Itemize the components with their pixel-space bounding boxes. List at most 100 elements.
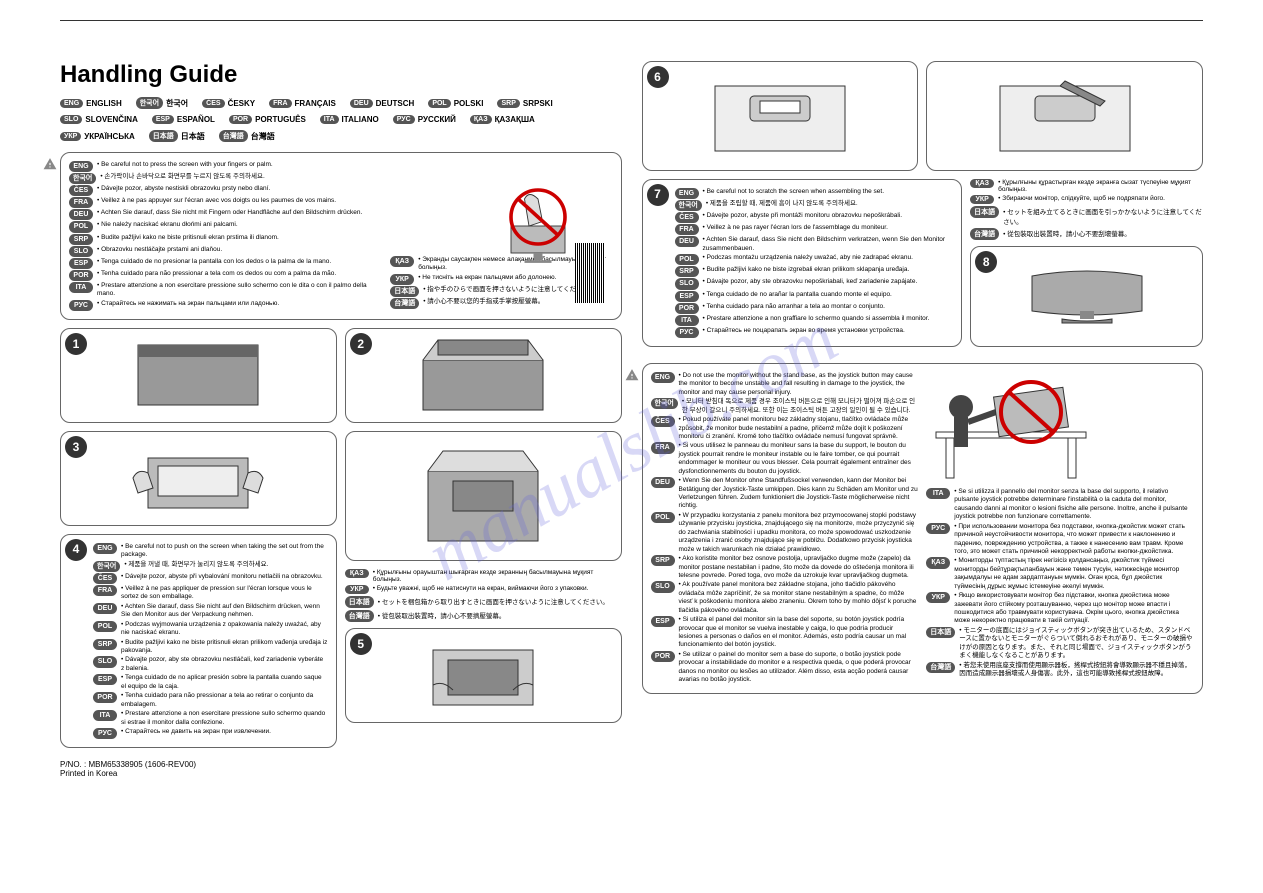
warning-text: セットを梱包箱から取り出すときに画面を押さないように注意してください。 [378,596,622,606]
lang-text-row: 台灣語從包裝取出裝置時，請小心不要刮壞螢幕。 [970,228,1203,240]
lang-name: УКРАЇНСЬКА [84,132,134,141]
lang-text-row: SLOObrazovku nestláčajte prstami ani dla… [69,246,380,257]
warning-text: Dávejte pozor, abyste při vybalování mon… [121,573,328,581]
no-stand-diagram [926,372,1096,482]
lang-text-row: 日本語モニターの底面にはジョイスティックボタンが突き出ているため、スタンドベース… [926,627,1194,661]
lang-text-row: POLPodczas montażu urządzenia należy uwa… [675,254,954,265]
lang-code-badge: DEU [93,603,117,614]
lang-name: РУССКИЙ [418,115,456,124]
lang-text-row: PORTenha cuidado para não arranhar a tel… [675,303,954,314]
warning-text: Budite pažljivi kako ne biste pritisnuli… [121,639,328,656]
lang-code-badge: ITA [69,282,93,293]
lang-code-badge: FRA [675,224,699,235]
lang-text-row: ITA Prestare attenzione a non esercitare … [93,710,328,727]
step-4-number: 4 [65,539,87,561]
lang-code-badge: ČES [202,99,224,108]
lang-text-row: POLW przypadku korzystania z panelu moni… [651,512,919,554]
lang-code-badge: 한국어 [675,200,702,211]
lang-text-row: РУССтарайтесь не нажимать на экран пальц… [69,300,380,311]
lang-code-badge: SLO [93,656,117,667]
step-5-number: 5 [350,633,372,655]
warning-text: Budite pažljivi kako ne biste pritisnuli… [97,234,380,242]
lang-text-row: SLODávajte pozor, aby ste obrazovku nest… [93,656,328,673]
lang-code-badge: FRA [651,442,675,453]
lang-text-row: POLPodczas wyjmowania urządzenia z opako… [93,621,328,638]
warning-text: Старайтесь не нажимать на экран пальцами… [97,300,380,308]
step-8-diagram: 8 [970,246,1203,347]
warning-text: Veillez à ne pas appliquer de pression s… [121,585,328,602]
warning-text: Pokud používáte panel monitoru bez zákla… [679,416,919,441]
lang-code-badge: SRP [497,99,519,108]
lang-name: ҚАЗАҚША [495,115,535,124]
lang-code-badge: DEU [675,236,699,247]
warning-text: 從包裝取出裝置時，請小心不要刮壞螢幕。 [1003,228,1203,238]
lang-code-badge: 日本語 [970,206,999,218]
lang-code-badge: ITA [926,488,950,499]
lang-text-row: ENGBe careful not to push on the screen … [93,543,328,560]
language-item: РУСРУССКИЙ [393,115,456,124]
lang-code-badge: ҚАЗ [926,557,950,568]
lang-text-row: ITASe si utilizza il pannello del monito… [926,488,1194,522]
left-column: Handling Guide ENGENGLISH한국어한국어ČESČESKYF… [60,61,622,778]
lang-code-badge: ENG [651,372,675,383]
lang-code-badge: SRP [675,266,699,277]
warning-text: Be careful not to push on the screen whe… [121,543,328,560]
language-item: POLPOLSKI [428,97,483,109]
lang-text-row: DEU Achten Sie darauf, dass Sie nicht auf… [93,603,328,620]
main-columns: Handling Guide ENGENGLISH한국어한국어ČESČESKYF… [60,61,1203,778]
lang-name: FRANÇAIS [295,99,336,108]
warning-text: 제품을 꺼낼 때, 화면부가 눌리지 않도록 주의하세요. [124,561,327,569]
warning-text: Ak používate panel monitora bez základne… [679,581,919,615]
step-8-number: 8 [975,251,997,273]
lang-code-badge: 台灣語 [970,228,999,240]
lang-code-badge: 日本語 [390,286,419,297]
warning-text: モニターの底面にはジョイスティックボタンが突き出ているため、スタンドベースに置か… [959,627,1194,661]
lang-name: SRPSKI [523,99,553,108]
lang-code-badge: ESP [93,674,117,685]
lang-name: 日本語 [181,131,205,142]
warning-text: Do not use the monitor without the stand… [679,372,919,397]
warning-text: Prestare attenzione a non esercitare pre… [97,282,380,299]
step-6-diagram: 6 [642,61,919,171]
lang-text-row: РУССтарайтесь не поцарапать экран во вре… [675,327,954,338]
warning-text: 손가락이나 손바닥으로 화면부를 누르지 않도록 주의하세요. [100,173,380,181]
part-number: P/NO. : MBM65338905 (1606-REV00) [60,760,622,769]
lang-code-badge: POR [229,115,252,124]
warning-text: Prestare attenzione a non esercitare pre… [121,710,328,727]
warning-text: Ako koristite monitor bez osnove postolj… [679,555,919,580]
warning-text: Збираючи монітор, слідкуйте, щоб не подр… [998,195,1203,202]
lang-name: 한국어 [166,98,188,109]
lang-name: ITALIANO [342,115,379,124]
language-item: SLOSLOVENČINA [60,115,138,124]
no-touch-diagram [493,181,583,271]
warning-text: 모니터 받침대 독으로 제품 경우 조이스틱 버튼으로 인해 모니터가 떨어져 … [682,398,918,415]
lang-text-row: ENG Be careful not to scratch the screen … [675,188,954,199]
warning-text: Tenha cuidado para não pressionar a tela… [97,270,380,278]
lang-code-badge: DEU [651,477,675,488]
lang-code-badge: FRA [269,99,291,108]
warning-text: Veillez à ne pas rayer l'écran lors de l… [703,224,954,232]
warning-text: Dávejte pozor, abyste nestiskli obrazovk… [97,185,380,193]
lang-text-row: УКРБудьте уважні, щоб не натиснути на ек… [345,585,622,594]
warning-text: Nie należy naciskać ekranu dłońmi ani pa… [97,221,380,229]
warning-text: Achten Sie darauf, dass Sie nicht auf de… [121,603,328,620]
lang-code-badge: SLO [675,278,699,289]
step-3b-diagram [345,431,622,561]
lang-code-badge: ENG [60,99,83,108]
lang-code-badge: ITA [675,315,699,326]
lang-text-row: ҚАЗҚұрылғыны құрастырған кезде экранға с… [970,179,1203,193]
warning-text: Be careful not to scratch the screen whe… [703,188,954,196]
lang-text-row: PORTenha cuidado para não pressionar a t… [93,692,328,709]
language-item: ENGENGLISH [60,97,122,109]
lang-name: 台灣語 [251,131,275,142]
warning-text: Si utiliza el panel del monitor sin la b… [679,616,919,650]
lang-code-badge: ITA [93,710,117,721]
lang-code-badge: 한국어 [136,97,163,109]
warning-text: Si vous utilisez le panneau du moniteur … [679,442,919,476]
lang-text-row: ҚАЗҚұрылғыны орауыштан шығарған кезде эк… [345,569,622,583]
lang-code-badge: ENG [675,188,699,199]
lang-code-badge: ČES [675,212,699,223]
lang-text-row: POLNie należy naciskać ekranu dłońmi ani… [69,221,380,232]
lang-text-row: ČESPokud používáte panel monitoru bez zá… [651,416,919,441]
lang-text-row: DEUWenn Sie den Monitor ohne Standfußsoc… [651,477,919,511]
